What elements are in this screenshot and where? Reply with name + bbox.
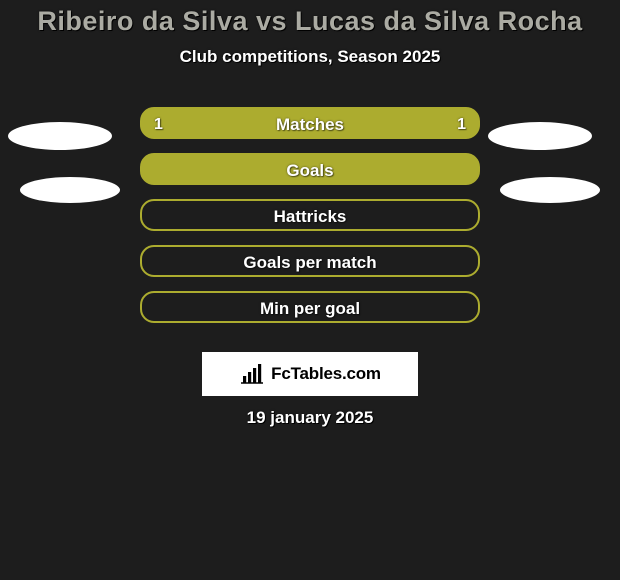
subtitle: Club competitions, Season 2025 <box>0 47 620 67</box>
stat-bar: Min per goal <box>140 291 480 323</box>
stat-right-value: 1 <box>457 109 466 141</box>
stat-row-goals: Goals <box>0 153 620 185</box>
page-title: Ribeiro da Silva vs Lucas da Silva Rocha <box>0 0 620 37</box>
stat-label: Goals per match <box>142 247 478 279</box>
stat-bar: Goals per match <box>140 245 480 277</box>
stat-row-min-per-goal: Min per goal <box>0 291 620 323</box>
bar-chart-icon <box>239 363 265 385</box>
stat-bar: Hattricks <box>140 199 480 231</box>
stat-bar: 1 Matches 1 <box>140 107 480 139</box>
logo-text: FcTables.com <box>271 364 381 384</box>
stat-rows: 1 Matches 1 Goals Hattricks Goals per ma <box>0 107 620 323</box>
stat-left-value: 1 <box>154 109 163 141</box>
stat-bar: Goals <box>140 153 480 185</box>
stat-row-matches: 1 Matches 1 <box>0 107 620 139</box>
stat-label: Goals <box>142 155 478 187</box>
stat-row-goals-per-match: Goals per match <box>0 245 620 277</box>
stats-card: Ribeiro da Silva vs Lucas da Silva Rocha… <box>0 0 620 580</box>
stat-label: Min per goal <box>142 293 478 325</box>
stat-row-hattricks: Hattricks <box>0 199 620 231</box>
fctables-logo-link[interactable]: FcTables.com <box>202 352 418 396</box>
stat-label: Hattricks <box>142 201 478 233</box>
stat-label: Matches <box>142 109 478 141</box>
date-label: 19 january 2025 <box>0 408 620 428</box>
